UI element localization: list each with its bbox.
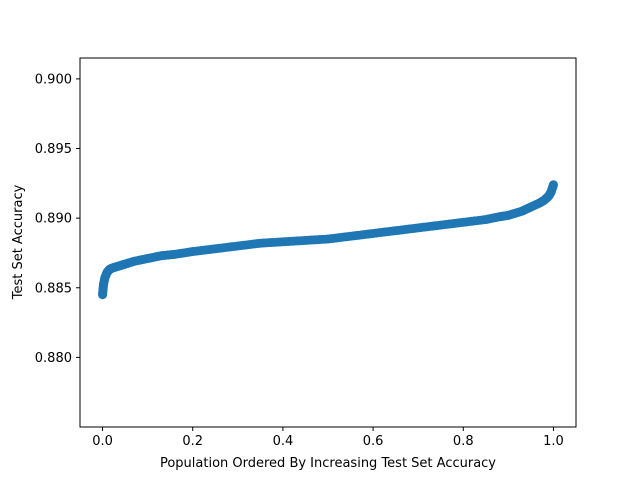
x-axis-label: Population Ordered By Increasing Test Se… (160, 456, 496, 471)
x-tick-label: 1.0 (543, 434, 564, 449)
y-tick-label: 0.895 (35, 142, 72, 157)
y-tick-label: 0.900 (35, 72, 72, 87)
y-axis-ticks: 0.880 0.885 0.890 0.895 0.900 (35, 72, 80, 366)
plot-area-frame (79, 57, 577, 428)
x-tick-label: 0.2 (182, 434, 203, 449)
x-tick-label: 0.4 (273, 434, 294, 449)
data-points (98, 180, 558, 300)
x-axis-ticks: 0.0 0.2 0.4 0.6 0.8 1.0 (92, 427, 564, 449)
x-tick-label: 0.8 (453, 434, 474, 449)
x-tick-label: 0.6 (363, 434, 384, 449)
y-tick-label: 0.880 (35, 351, 72, 366)
data-point (548, 180, 558, 190)
y-tick-label: 0.885 (35, 281, 72, 296)
x-tick-label: 0.0 (92, 434, 113, 449)
y-tick-label: 0.890 (35, 212, 72, 227)
y-axis-label: Test Set Accuracy (11, 184, 26, 300)
